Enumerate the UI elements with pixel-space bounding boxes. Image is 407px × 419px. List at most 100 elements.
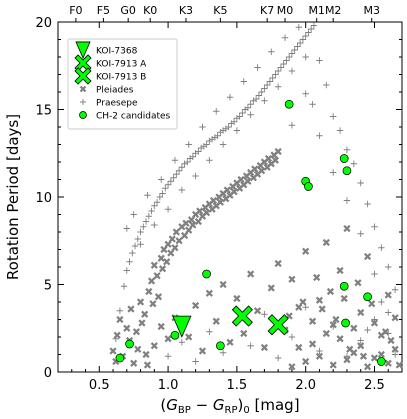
data-point — [342, 166, 352, 176]
data-point — [330, 169, 337, 176]
data-point — [288, 67, 296, 75]
y-tick-label: 20 — [35, 16, 52, 31]
legend-marker — [74, 54, 92, 72]
data-point — [295, 24, 302, 31]
data-point — [254, 64, 261, 71]
spectral-type-label: K0 — [143, 4, 157, 17]
data-point — [346, 345, 354, 353]
data-point — [164, 353, 172, 360]
data-point — [371, 223, 378, 230]
data-point — [157, 322, 165, 331]
data-point — [219, 141, 227, 148]
data-point — [252, 95, 260, 103]
data-point — [142, 350, 150, 359]
data-point — [395, 361, 403, 369]
data-point — [199, 123, 206, 131]
data-point — [308, 340, 317, 348]
data-point — [339, 281, 349, 291]
data-point — [336, 266, 344, 275]
data-point — [385, 263, 392, 271]
data-point — [205, 289, 213, 297]
data-point — [230, 118, 238, 125]
legend-marker — [79, 85, 87, 93]
spectral-type-label: K3 — [179, 4, 193, 17]
data-point — [274, 67, 282, 75]
x-tick-label: 1.5 — [227, 378, 248, 393]
data-point — [203, 209, 211, 217]
data-point — [384, 359, 392, 367]
data-point — [209, 196, 218, 205]
spectral-type-label: M0 — [277, 4, 294, 17]
axis-ticks: 0.5 1.0 1.5 2.0 2.5 0 5 10 15 20 — [35, 16, 402, 393]
data-point — [147, 277, 156, 285]
data-point — [316, 132, 323, 139]
data-point — [247, 111, 254, 118]
data-point — [222, 125, 230, 132]
data-point — [226, 338, 234, 346]
data-point — [302, 32, 309, 40]
data-point — [385, 330, 392, 337]
data-point — [171, 244, 179, 252]
data-point — [164, 181, 172, 188]
data-point — [318, 305, 326, 313]
spectral-type-axis: F0 F5 G0 K0 K3 K5 K7 M0 M1 M2 M3 — [69, 4, 380, 22]
y-tick-label: 0 — [44, 366, 52, 381]
data-point — [288, 275, 296, 283]
data-point — [192, 150, 199, 157]
data-point — [247, 270, 255, 278]
data-point — [230, 188, 238, 196]
data-point — [132, 328, 141, 336]
data-point — [216, 198, 224, 206]
data-point — [332, 315, 340, 324]
data-point — [357, 308, 365, 317]
data-point — [359, 352, 368, 360]
data-point — [164, 335, 172, 343]
data-point — [134, 345, 142, 353]
data-point — [130, 211, 137, 218]
data-point — [261, 311, 268, 318]
data-point — [233, 294, 241, 303]
data-point — [211, 134, 219, 141]
data-point — [284, 99, 294, 109]
legend-marker — [80, 99, 86, 105]
data-point — [186, 155, 194, 162]
x-axis-title: (GBP − GRP)0 [mag] — [160, 396, 299, 416]
data-point — [350, 324, 358, 332]
data-point — [164, 206, 172, 213]
x-tick-label: 2.0 — [295, 378, 316, 393]
data-point — [363, 292, 372, 302]
data-point — [336, 127, 344, 134]
data-point — [208, 136, 216, 143]
x-tick-label: 2.5 — [364, 378, 385, 393]
data-point — [357, 337, 364, 344]
spectral-type-label: M3 — [363, 4, 380, 17]
data-point — [364, 252, 372, 261]
data-point — [391, 351, 399, 358]
series-ch-2-candidates — [115, 99, 386, 366]
spectral-type-label: F0 — [69, 4, 82, 17]
data-point — [185, 226, 193, 234]
data-point — [237, 175, 245, 184]
data-point — [258, 88, 265, 96]
data-point — [302, 304, 309, 311]
data-point — [315, 296, 324, 304]
data-point — [272, 71, 279, 78]
data-point — [330, 323, 337, 330]
data-point — [313, 273, 321, 282]
data-point — [116, 307, 124, 314]
data-point — [357, 342, 365, 350]
data-point — [178, 339, 186, 346]
data-point — [261, 85, 268, 92]
data-point — [309, 101, 316, 108]
data-point — [175, 237, 183, 245]
data-point — [168, 235, 176, 243]
data-point — [145, 213, 153, 220]
data-point — [171, 157, 179, 164]
series-praesepe — [112, 22, 399, 365]
data-point — [236, 113, 243, 120]
data-point — [251, 165, 259, 173]
spectral-type-label: M1 — [308, 4, 325, 17]
data-point — [354, 279, 362, 287]
data-point — [181, 231, 189, 240]
